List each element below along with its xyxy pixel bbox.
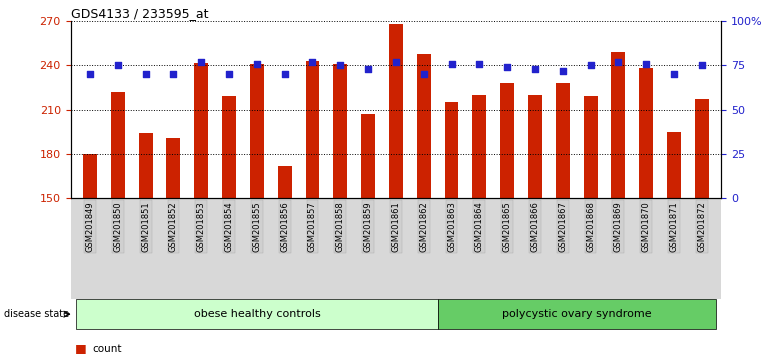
Bar bbox=[389, 24, 403, 198]
Bar bbox=[139, 133, 153, 198]
Point bbox=[167, 72, 180, 77]
Text: disease state: disease state bbox=[4, 309, 69, 319]
Point bbox=[695, 63, 708, 68]
Bar bbox=[361, 114, 375, 198]
Bar bbox=[417, 54, 430, 198]
Bar bbox=[222, 97, 236, 198]
Bar bbox=[306, 61, 319, 198]
Point bbox=[501, 64, 514, 70]
Point bbox=[140, 72, 152, 77]
Text: ■: ■ bbox=[74, 342, 86, 354]
Point bbox=[640, 61, 652, 67]
Bar bbox=[473, 95, 486, 198]
Point bbox=[223, 72, 235, 77]
Point bbox=[307, 59, 319, 65]
Bar bbox=[667, 132, 681, 198]
Point bbox=[362, 66, 375, 72]
Bar bbox=[250, 64, 264, 198]
Point bbox=[668, 72, 681, 77]
Point bbox=[334, 63, 347, 68]
Bar bbox=[83, 154, 97, 198]
Point bbox=[111, 63, 124, 68]
Bar bbox=[194, 63, 209, 198]
Bar bbox=[695, 99, 709, 198]
Point bbox=[417, 72, 430, 77]
Point bbox=[445, 61, 458, 67]
Bar bbox=[111, 92, 125, 198]
Text: GDS4133 / 233595_at: GDS4133 / 233595_at bbox=[71, 7, 208, 20]
Bar bbox=[612, 52, 626, 198]
Bar bbox=[639, 68, 653, 198]
Bar bbox=[445, 102, 459, 198]
Point bbox=[251, 61, 263, 67]
Point bbox=[195, 59, 208, 65]
Bar bbox=[556, 83, 570, 198]
Point bbox=[557, 68, 569, 74]
Bar bbox=[583, 97, 597, 198]
Bar bbox=[166, 138, 180, 198]
Point bbox=[278, 72, 291, 77]
Point bbox=[528, 66, 541, 72]
Text: polycystic ovary syndrome: polycystic ovary syndrome bbox=[502, 309, 652, 319]
Point bbox=[390, 59, 402, 65]
Bar bbox=[500, 83, 514, 198]
Point bbox=[612, 59, 625, 65]
Text: obese healthy controls: obese healthy controls bbox=[194, 309, 320, 319]
Point bbox=[584, 63, 597, 68]
Bar bbox=[333, 64, 347, 198]
Text: count: count bbox=[93, 344, 122, 354]
Bar bbox=[528, 95, 542, 198]
Point bbox=[473, 61, 485, 67]
Bar bbox=[278, 166, 292, 198]
Point bbox=[84, 72, 96, 77]
